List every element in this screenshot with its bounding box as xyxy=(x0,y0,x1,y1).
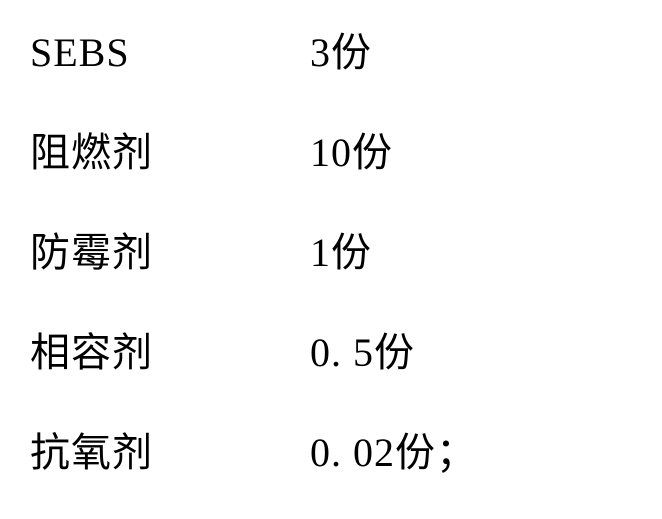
table-row: SEBS 3份 xyxy=(30,20,662,120)
ingredient-value: 3份 xyxy=(310,20,372,78)
ingredients-table: SEBS 3份 阻燃剂 10份 防霉剂 1份 相容剂 0. 5份 抗氧剂 0. … xyxy=(0,0,662,519)
ingredient-value: 10份 xyxy=(310,120,393,178)
ingredient-value: 0. 02份； xyxy=(310,420,477,478)
ingredient-label: SEBS xyxy=(30,29,310,76)
ingredient-value: 0. 5份 xyxy=(310,320,415,378)
ingredient-label: 阻燃剂 xyxy=(30,120,310,178)
table-row: 防霉剂 1份 xyxy=(30,220,662,320)
table-row: 相容剂 0. 5份 xyxy=(30,320,662,420)
ingredient-label: 防霉剂 xyxy=(30,220,310,278)
ingredient-label: 抗氧剂 xyxy=(30,420,310,478)
ingredient-value: 1份 xyxy=(310,220,372,278)
ingredient-label: 相容剂 xyxy=(30,320,310,378)
table-row: 阻燃剂 10份 xyxy=(30,120,662,220)
table-row: 抗氧剂 0. 02份； xyxy=(30,420,662,519)
